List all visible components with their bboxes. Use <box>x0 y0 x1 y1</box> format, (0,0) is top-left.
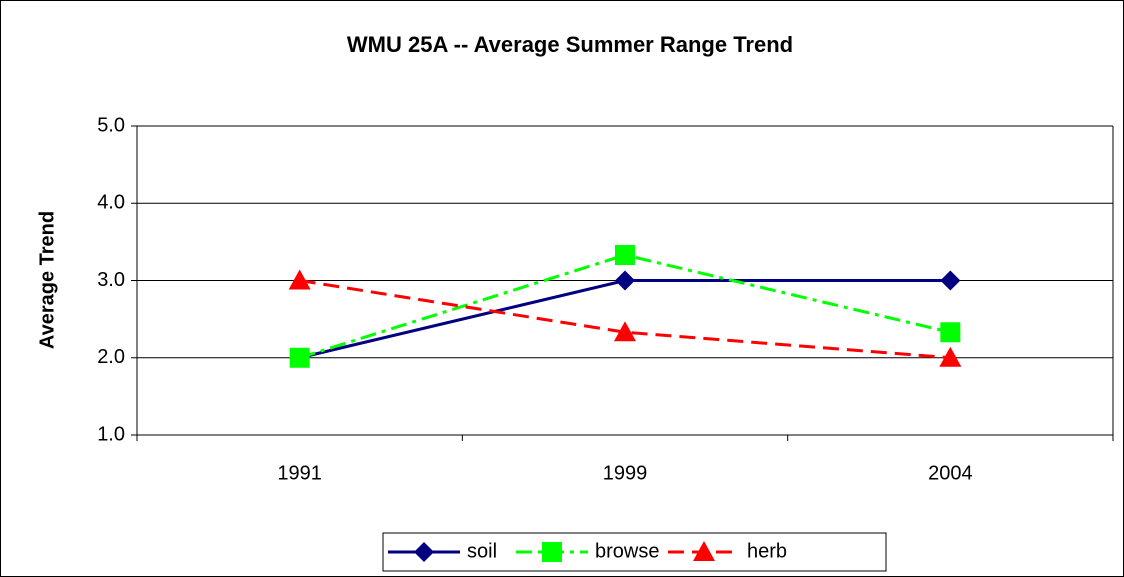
series-line <box>299 279 951 360</box>
y-tick-label: 2.0 <box>97 346 125 368</box>
legend-label: herb <box>747 540 787 562</box>
marker <box>615 270 635 291</box>
marker <box>940 322 961 343</box>
y-tick-label: 4.0 <box>97 192 125 214</box>
y-axis-title: Average Trend <box>36 211 58 349</box>
marker <box>939 346 962 367</box>
chart-title: WMU 25A -- Average Summer Range Trend <box>347 32 793 57</box>
y-tick-label: 5.0 <box>97 114 125 136</box>
y-tick-label: 1.0 <box>97 423 125 445</box>
legend-label: browse <box>595 540 659 562</box>
x-tick-label: 1999 <box>603 462 648 484</box>
marker <box>289 347 310 368</box>
y-tick-label: 3.0 <box>97 269 125 291</box>
marker <box>614 321 636 342</box>
marker <box>414 542 434 562</box>
marker <box>940 270 961 291</box>
marker <box>615 245 635 266</box>
marker <box>288 269 311 290</box>
x-tick-label: 2004 <box>928 462 973 484</box>
legend-box <box>382 532 887 572</box>
marker <box>693 541 715 561</box>
legend-label: soil <box>467 540 497 562</box>
marker <box>542 542 562 562</box>
x-tick-label: 1991 <box>277 462 322 484</box>
